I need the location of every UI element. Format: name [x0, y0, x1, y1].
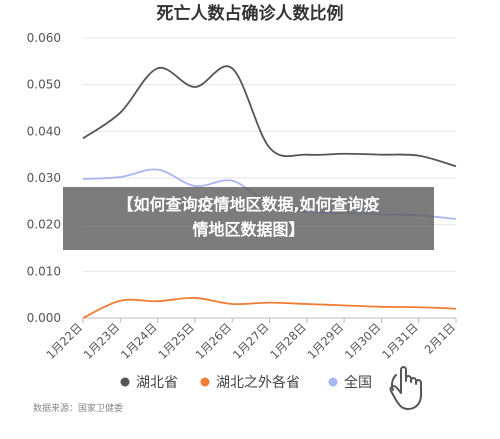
x-tick-label: 1月25日: [155, 320, 197, 362]
x-tick-label: 1月26日: [193, 320, 235, 362]
overlay-line-1: 【如何查询疫情地区数据,如何查询疫: [117, 195, 380, 214]
y-tick-label: 0.000: [27, 311, 61, 325]
legend-marker: [120, 377, 130, 387]
y-tick-label: 0.050: [27, 78, 61, 92]
legend-marker: [328, 377, 338, 387]
x-tick-label: 1月22日: [43, 320, 85, 362]
legend-item[interactable]: 湖北省: [120, 375, 179, 391]
legend-marker: [200, 377, 210, 387]
legend-label: 全国: [344, 374, 372, 391]
title-overlay-banner: 【如何查询疫情地区数据,如何查询疫 情地区数据图】: [63, 187, 434, 250]
legend-label: 湖北省: [136, 375, 178, 391]
pointer-hand-icon: [389, 366, 422, 410]
source-note: 数据来源：国家卫健委: [33, 402, 123, 414]
legend-item[interactable]: 全国: [328, 374, 373, 391]
y-tick-label: 0.020: [27, 218, 61, 232]
x-tick-label: 1月30日: [342, 320, 384, 362]
legend-label: 湖北之外各省: [216, 375, 300, 391]
y-axis-ticks: 0.000 0.010 0.020 0.030 0.040 0.050 0.060: [27, 31, 61, 325]
x-tick-label: 2月1日: [422, 320, 459, 357]
y-tick-label: 0.040: [27, 124, 61, 138]
legend-item[interactable]: 湖北之外各省: [200, 375, 301, 391]
overlay-line-2: 情地区数据图】: [192, 220, 305, 239]
x-axis: 1月22日1月23日1月24日1月25日1月26日1月27日1月28日1月29日…: [43, 318, 458, 362]
x-tick-label: 1月31日: [379, 320, 421, 362]
x-tick-label: 1月27日: [230, 320, 272, 362]
x-tick-label: 1月24日: [118, 320, 160, 362]
series-line: [82, 65, 457, 168]
chart-title: 死亡人数占确诊人数比例: [157, 3, 344, 24]
y-tick-label: 0.010: [27, 264, 61, 278]
chart-legend: 湖北省 湖北之外各省 全国: [120, 374, 373, 391]
series-line: [82, 297, 457, 319]
x-tick-label: 1月29日: [305, 320, 347, 362]
x-tick-label: 1月28日: [267, 320, 309, 362]
y-tick-label: 0.030: [27, 171, 61, 185]
chart-grid: [83, 37, 456, 319]
x-tick-label: 1月23日: [81, 320, 123, 362]
y-tick-label: 0.060: [27, 31, 61, 45]
